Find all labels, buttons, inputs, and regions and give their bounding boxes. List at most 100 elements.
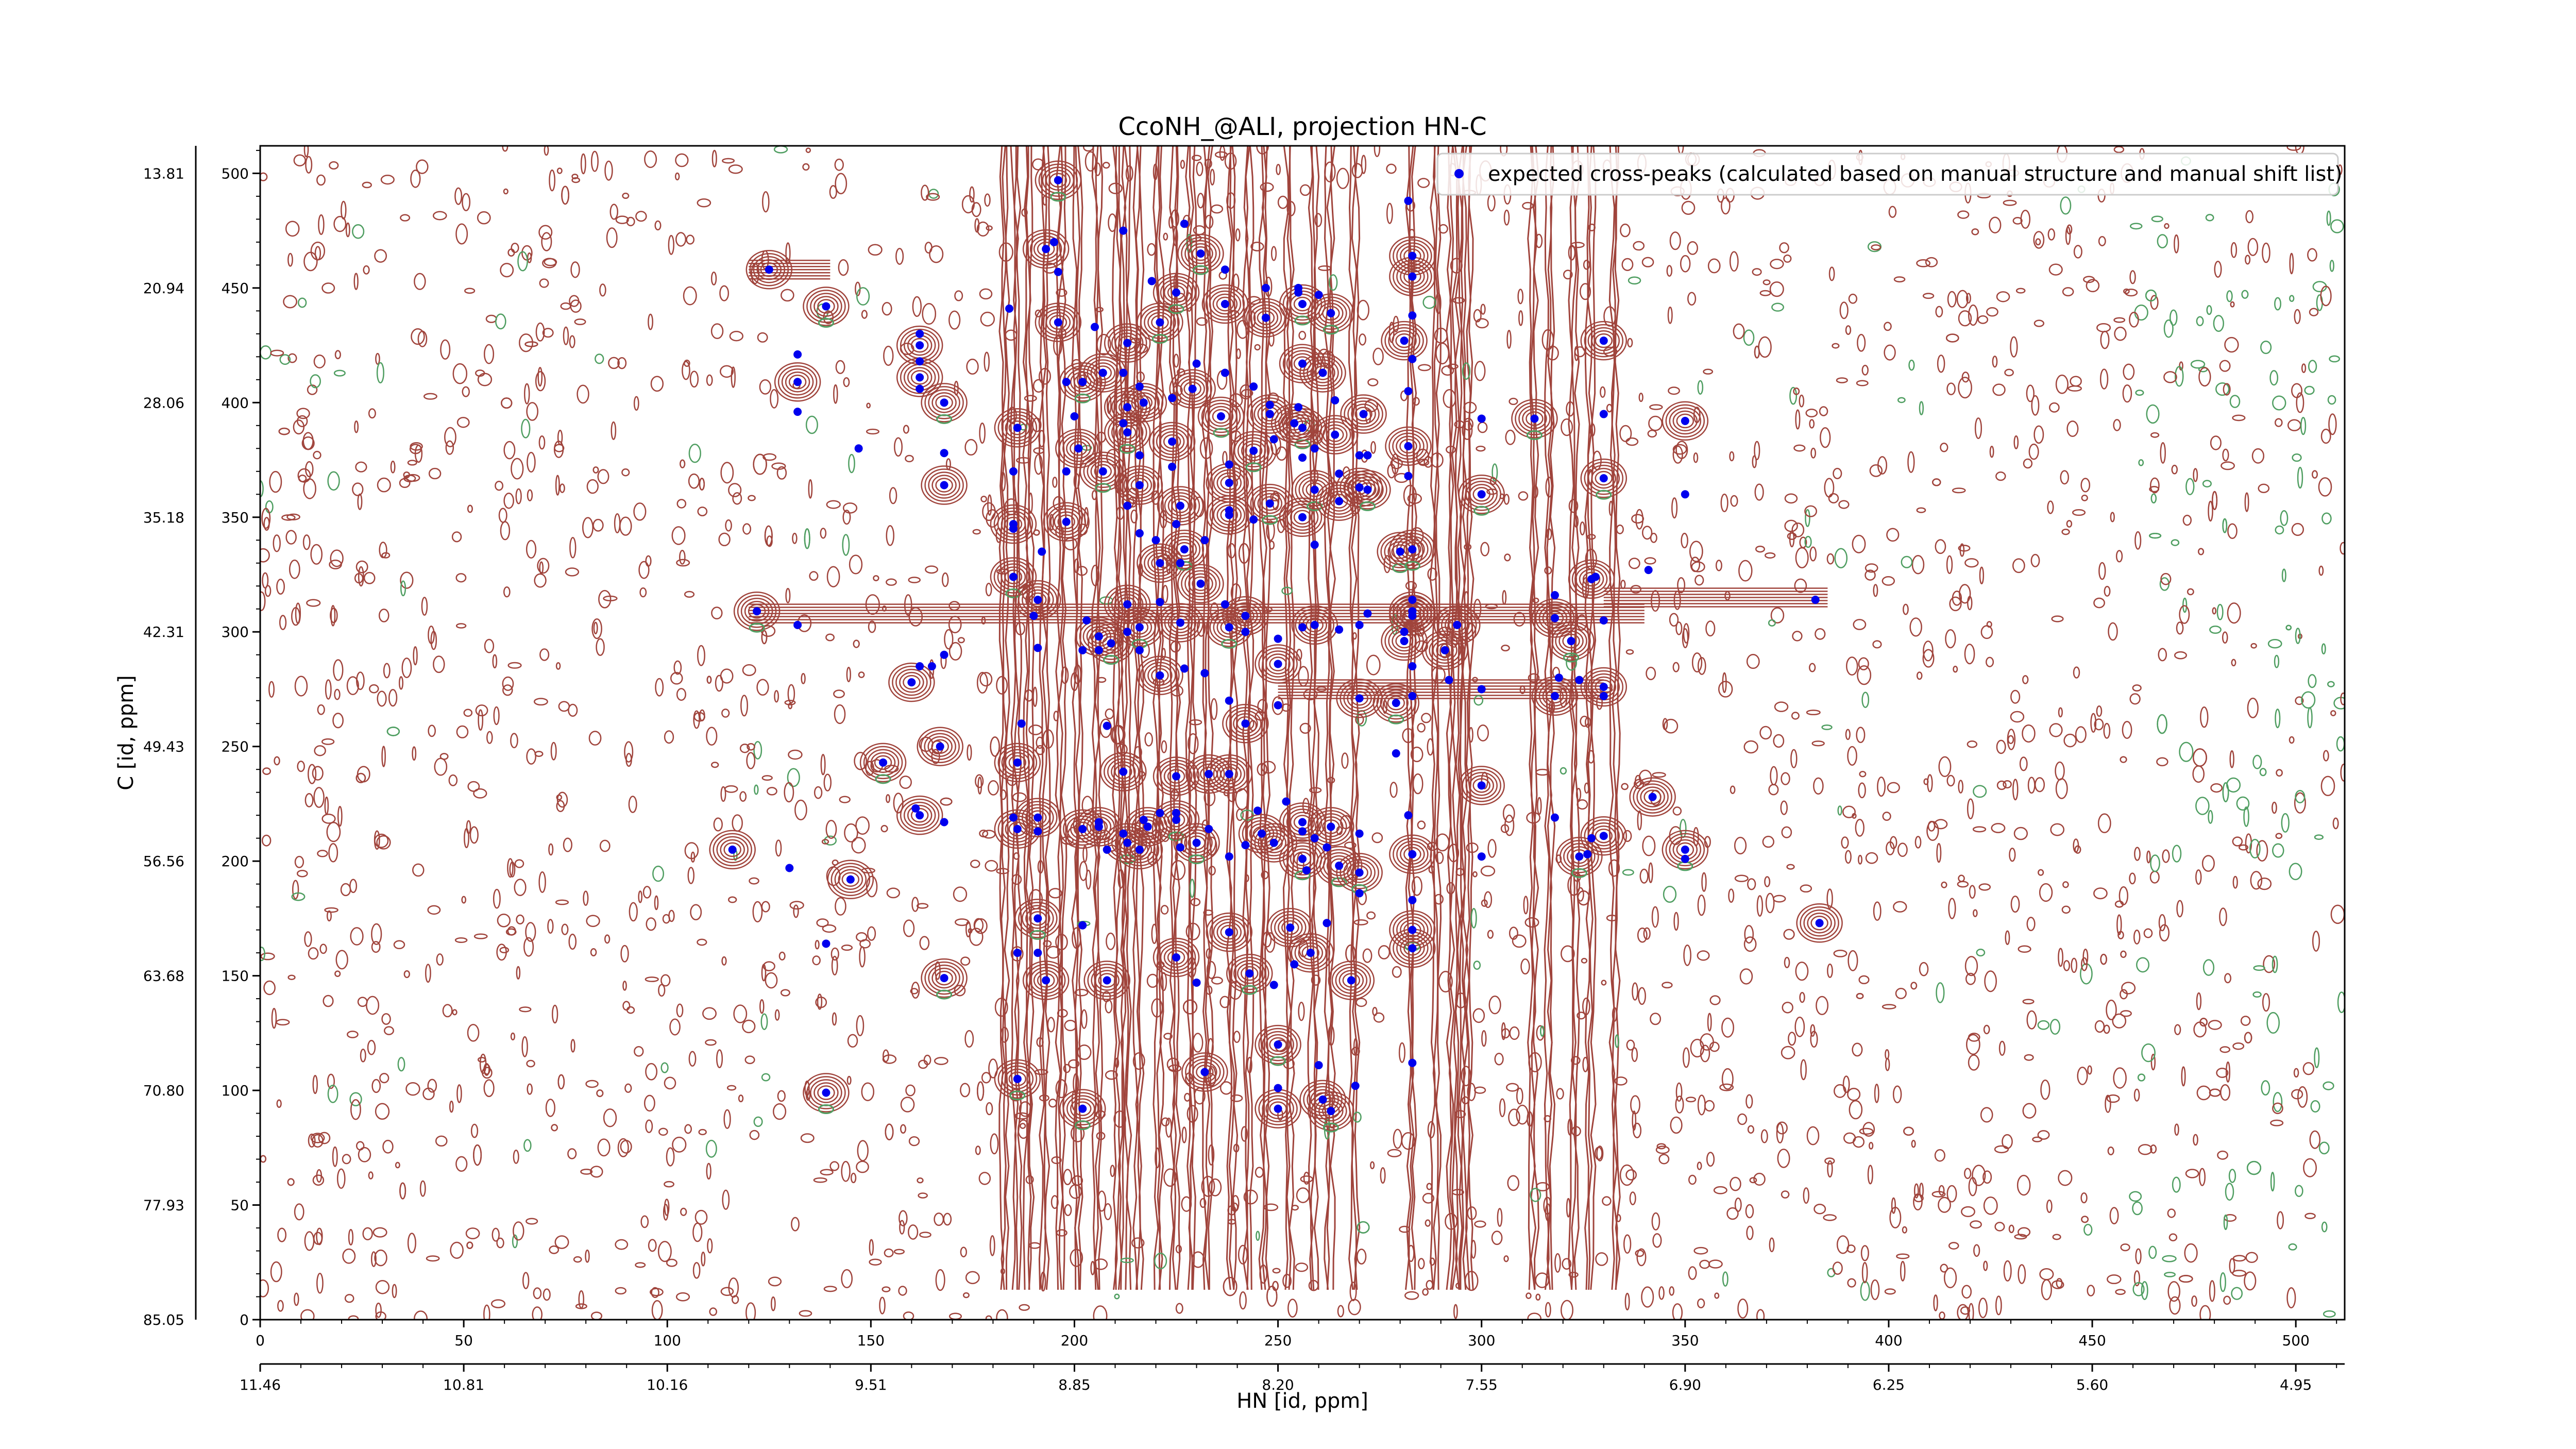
noise-contour <box>1203 909 1213 916</box>
noise-contour <box>1897 843 1908 857</box>
noise-contour <box>1886 528 1900 542</box>
cross-peak-marker <box>1103 976 1111 985</box>
noise-contour <box>313 450 321 460</box>
peak-contour <box>1393 532 1432 566</box>
noise-contour <box>1443 389 1456 408</box>
peak-contour <box>1262 650 1294 678</box>
cross-peak-marker <box>1408 692 1417 700</box>
peak-contour <box>1403 269 1421 284</box>
noise-contour <box>639 587 647 598</box>
peak-contour <box>1340 394 1387 434</box>
noise-contour <box>407 1233 416 1254</box>
noise-contour <box>1024 689 1033 702</box>
peak-contour <box>1400 266 1425 287</box>
noise-contour <box>2275 525 2284 535</box>
noise-contour <box>1585 717 1591 728</box>
noise-contour <box>516 966 521 980</box>
noise-contour <box>1463 401 1477 414</box>
noise-contour <box>1034 453 1043 475</box>
noise-contour <box>948 601 960 611</box>
noise-contour <box>398 676 404 690</box>
noise-contour <box>715 675 723 692</box>
peak-contour <box>1294 939 1327 967</box>
noise-contour <box>929 245 944 263</box>
noise-contour <box>604 934 611 944</box>
noise-contour <box>526 540 537 559</box>
cross-peak-marker <box>1323 919 1331 928</box>
noise-contour <box>2281 568 2286 582</box>
noise-contour <box>1435 342 1450 365</box>
noise-contour <box>314 246 321 261</box>
noise-contour <box>561 186 569 205</box>
noise-contour <box>2318 1141 2330 1155</box>
noise-contour <box>560 302 571 310</box>
peak-contour <box>831 863 871 896</box>
noise-contour <box>1425 1219 1431 1227</box>
noise-contour <box>774 690 779 703</box>
noise-contour <box>539 278 549 288</box>
noise-contour <box>592 466 599 474</box>
noise-contour <box>1833 467 1842 479</box>
noise-contour <box>1197 193 1205 209</box>
noise-contour <box>1984 970 1997 992</box>
peak-contour <box>994 1059 1041 1099</box>
noise-contour <box>305 156 313 174</box>
noise-contour <box>1070 1249 1083 1267</box>
noise-contour <box>1438 224 1448 234</box>
noise-contour <box>1827 963 1833 978</box>
noise-contour <box>1530 1188 1541 1202</box>
plot-area <box>260 146 2345 1320</box>
noise-contour <box>555 662 561 670</box>
noise-contour <box>2151 215 2163 223</box>
noise-contour <box>1893 901 1907 913</box>
peak-contour <box>1265 653 1291 675</box>
noise-contour <box>512 1234 518 1249</box>
peak-contour <box>892 665 931 699</box>
noise-contour <box>2129 270 2136 284</box>
cross-peak-marker <box>1225 696 1233 705</box>
noise-contour <box>1191 1251 1205 1268</box>
noise-contour <box>1043 940 1052 948</box>
noise-contour <box>1882 1004 1896 1009</box>
legend[interactable]: expected cross-peaks (calculated based o… <box>1436 153 2343 196</box>
noise-contour <box>761 1073 771 1082</box>
noise-contour <box>2243 806 2249 827</box>
cross-peak-marker <box>1172 816 1181 824</box>
noise-contour <box>1631 1047 1638 1062</box>
noise-contour <box>609 204 618 220</box>
peak-contour <box>1057 514 1075 529</box>
peak-contour <box>1181 1052 1228 1092</box>
noise-contour <box>2164 223 2170 229</box>
noise-contour <box>328 843 338 863</box>
noise-contour <box>1096 1132 1106 1140</box>
noise-contour <box>2098 236 2106 246</box>
noise-contour <box>2244 492 2249 512</box>
cross-peak-marker <box>1156 598 1164 606</box>
noise-contour <box>1900 1260 1906 1282</box>
peak-contour <box>1434 605 1481 645</box>
noise-contour <box>754 784 759 795</box>
peak-contour <box>1384 324 1424 358</box>
noise-contour <box>1357 299 1369 321</box>
noise-contour <box>899 1210 908 1226</box>
peak-contour <box>1104 323 1151 363</box>
noise-contour <box>1446 882 1455 895</box>
cross-peak-marker <box>1408 896 1417 904</box>
cross-peak-marker <box>1335 862 1344 870</box>
noise-contour <box>940 797 953 806</box>
noise-contour <box>1642 835 1656 856</box>
cross-peak-marker <box>1078 378 1087 386</box>
noise-contour <box>2267 639 2282 649</box>
noise-contour <box>483 1304 490 1320</box>
cross-peak-marker <box>1400 336 1409 345</box>
noise-contour <box>1402 728 1415 744</box>
noise-contour <box>1633 241 1645 251</box>
peak-contour <box>1153 756 1200 796</box>
cross-peak-marker <box>1298 453 1307 462</box>
noise-contour <box>2156 757 2168 767</box>
legend-marker <box>1454 169 1464 178</box>
noise-contour <box>436 953 444 966</box>
noise-contour <box>1502 804 1515 823</box>
peak-contour <box>1803 909 1836 937</box>
noise-contour <box>526 402 539 421</box>
